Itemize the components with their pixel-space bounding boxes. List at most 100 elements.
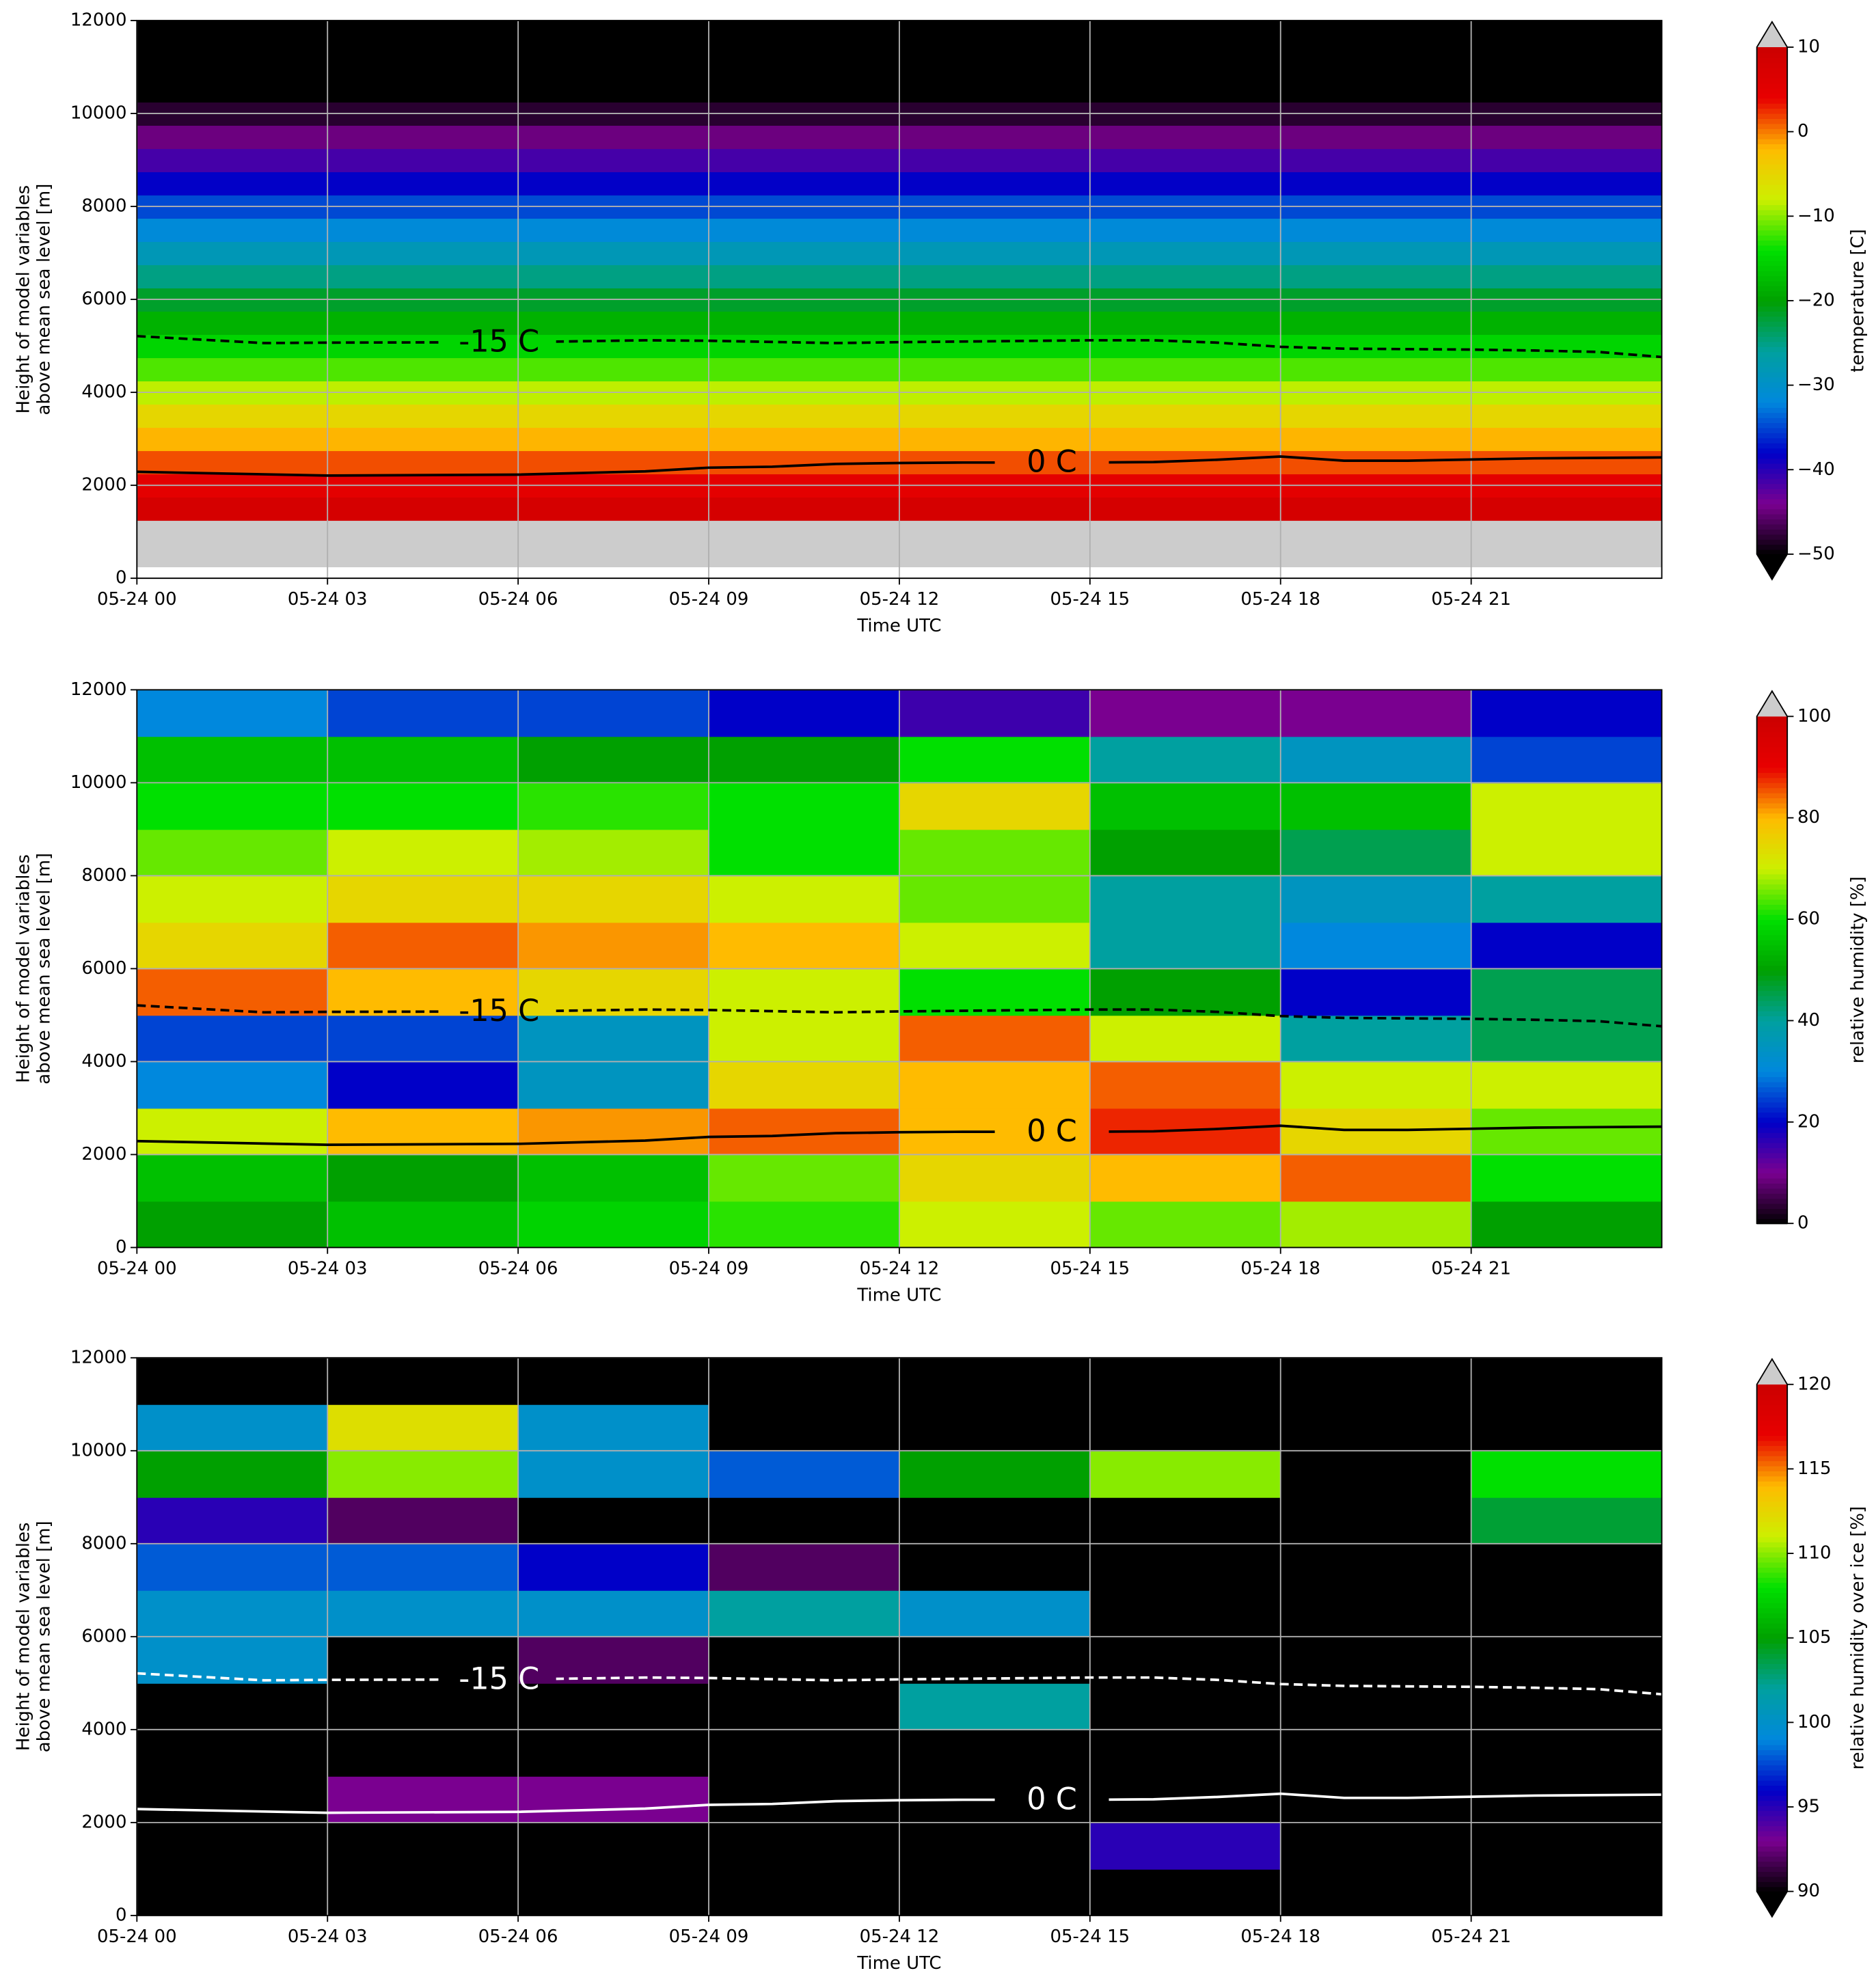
colorbar-tick-label: 20 <box>1797 1111 1820 1132</box>
heat-cell <box>518 782 709 830</box>
heat-cell <box>1471 1154 1662 1202</box>
heat-cell <box>709 875 900 923</box>
colorbar-tick-label: 95 <box>1797 1797 1820 1817</box>
heat-cell <box>1089 1357 1281 1405</box>
heat-cell <box>1089 922 1281 970</box>
heat-cell <box>327 1543 519 1591</box>
heat-cell <box>709 1497 900 1544</box>
axes-frame <box>136 689 1663 1249</box>
heat-cell <box>1089 1015 1281 1063</box>
y-tick-label: 2000 <box>81 1812 126 1832</box>
heat-cell <box>1471 1357 1662 1405</box>
heat-cell <box>1280 1357 1472 1405</box>
x-tick-label: 05-24 06 <box>478 589 558 610</box>
x-tick-label: 05-24 21 <box>1431 1258 1511 1279</box>
heat-cell <box>137 1868 329 1916</box>
heat-cell <box>1471 1108 1662 1156</box>
heat-cell <box>1471 1201 1662 1248</box>
heat-cell <box>327 1404 519 1452</box>
heat-cell <box>1280 1590 1472 1637</box>
heat-cell <box>709 1154 900 1202</box>
heat-cell <box>1089 1590 1281 1637</box>
heat-cell <box>1471 1775 1662 1823</box>
heat-cell <box>709 1683 900 1730</box>
x-axis-label: Time UTC <box>856 616 941 636</box>
heat-cell <box>1089 1729 1281 1777</box>
heat-cell <box>899 1154 1091 1202</box>
heat-cell <box>518 1154 709 1202</box>
heat-cell <box>137 1636 329 1684</box>
heat-cell <box>1089 1868 1281 1916</box>
x-tick-label: 05-24 18 <box>1240 1258 1320 1279</box>
heat-cell <box>1471 782 1662 830</box>
heat-cell <box>899 922 1091 970</box>
x-tick-label: 05-24 00 <box>97 1926 177 1947</box>
heat-cell <box>1471 829 1662 877</box>
y-tick-label: 6000 <box>81 1626 126 1646</box>
heat-cell <box>1280 1822 1472 1870</box>
heat-cell <box>899 1683 1091 1730</box>
x-tick-label: 05-24 00 <box>97 589 177 610</box>
heat-cell <box>1280 1497 1472 1544</box>
heat-cell <box>518 1357 709 1405</box>
colorbar: 100 80 60 40 20 0 relative humidity [%] <box>1756 690 1868 1234</box>
heat-cell <box>1280 1108 1472 1156</box>
colorbar-tick-label: −50 <box>1797 543 1835 564</box>
heat-cell <box>1089 1061 1281 1109</box>
colorbar-tick-label: 105 <box>1797 1627 1832 1648</box>
colorbar: 10 0 −10 −20 −30 −40 −50 temperature [C] <box>1756 21 1868 581</box>
heat-cell <box>327 1868 519 1916</box>
contour-line <box>137 1004 1662 1028</box>
heat-cell <box>1471 875 1662 923</box>
heat-cell <box>1471 1636 1662 1684</box>
heat-cell <box>137 1590 329 1637</box>
heat-cell <box>327 1154 519 1202</box>
heat-cell <box>137 829 329 877</box>
x-tick-label: 05-24 21 <box>1431 1926 1511 1947</box>
heat-cell <box>518 968 709 1016</box>
x-tick-label: 05-24 00 <box>97 1258 177 1279</box>
heat-cell <box>1471 1450 1662 1498</box>
heat-cell <box>899 875 1091 923</box>
heat-cell <box>1471 690 1662 737</box>
heat-cell <box>1280 1775 1472 1823</box>
heat-cell <box>327 782 519 830</box>
colorbar-tick-label: −40 <box>1797 459 1835 480</box>
heat-cell <box>899 1201 1091 1248</box>
panel: 05-24 00 05-24 03 05-24 06 05-24 09 05-24 12… <box>14 679 1868 1306</box>
heat-cell <box>899 782 1091 830</box>
heat-cell <box>137 1061 329 1109</box>
contour-line <box>137 1792 1662 1814</box>
heat-cell <box>137 1108 329 1156</box>
heat-cell <box>709 1201 900 1248</box>
heat-cell <box>518 875 709 923</box>
y-tick-label: 12000 <box>70 1347 127 1367</box>
heat-cell <box>1471 1822 1662 1870</box>
heat-cell <box>1471 1543 1662 1591</box>
heat-cell <box>1471 1061 1662 1109</box>
x-tick-label: 05-24 06 <box>478 1258 558 1279</box>
x-tick-label: 05-24 18 <box>1240 589 1320 610</box>
y-tick-label: 8000 <box>81 1533 126 1553</box>
x-tick-label: 05-24 09 <box>669 1926 749 1947</box>
heat-cell <box>327 1729 519 1777</box>
heat-cell <box>1089 1154 1281 1202</box>
x-tick-label: 05-24 09 <box>669 1258 749 1279</box>
heat-cell <box>1089 1543 1281 1591</box>
heat-cell <box>1280 690 1472 737</box>
heat-cell <box>1471 1590 1662 1637</box>
heat-cell <box>327 1450 519 1498</box>
heat-cell <box>1280 1683 1472 1730</box>
heat-cell <box>327 690 519 737</box>
heat-cell <box>709 736 900 784</box>
heat-cell <box>1089 1497 1281 1544</box>
y-tick-label: 0 <box>115 1237 127 1257</box>
heat-cell <box>1280 1450 1472 1498</box>
colorbar-label: temperature [C] <box>1848 229 1868 372</box>
heat-cell <box>899 1015 1091 1063</box>
colorbar-tick-label: −20 <box>1797 290 1835 310</box>
y-tick-label: 4000 <box>81 382 126 403</box>
x-tick-label: 05-24 15 <box>1050 1258 1130 1279</box>
heat-cell <box>518 1450 709 1498</box>
colorbar-tick-label: 115 <box>1797 1458 1832 1479</box>
